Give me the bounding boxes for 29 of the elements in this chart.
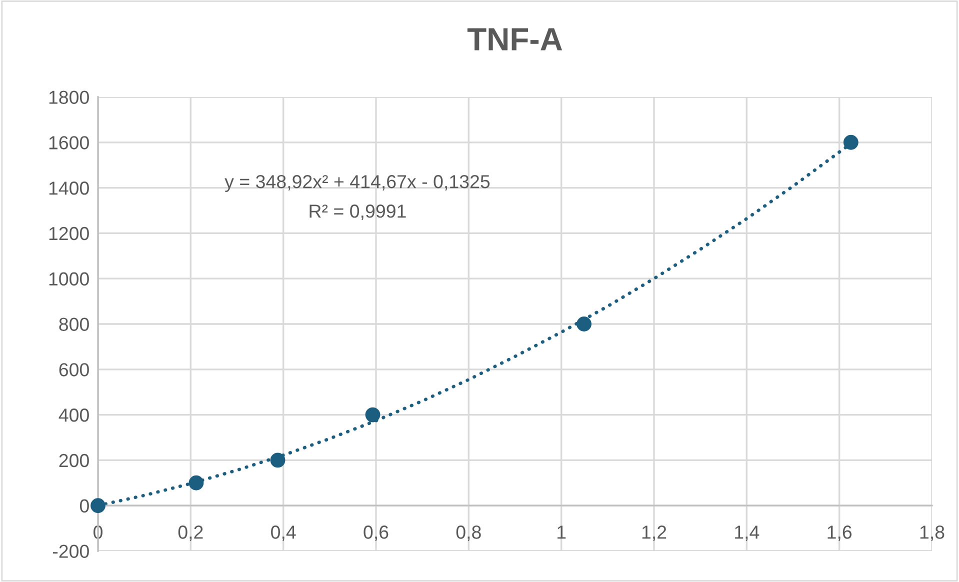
point bbox=[365, 407, 380, 422]
point bbox=[90, 498, 106, 514]
x-tick-label: 0,6 bbox=[364, 526, 388, 542]
y-tick-label: -200 bbox=[52, 544, 89, 558]
point bbox=[188, 475, 204, 490]
y-tick-label: 0 bbox=[80, 499, 89, 513]
point bbox=[576, 316, 592, 332]
x-tick-label: 0,2 bbox=[178, 526, 203, 542]
x-tick-label: 1,6 bbox=[828, 526, 852, 542]
y-tick-label: 1000 bbox=[49, 272, 89, 286]
x-tick-label: 1,4 bbox=[735, 526, 760, 542]
y-tick-label: 1600 bbox=[49, 136, 89, 150]
y-tick-label: 800 bbox=[59, 318, 89, 331]
x-tick-label: 1 bbox=[558, 526, 566, 539]
point bbox=[270, 452, 286, 468]
annotation: R² = 0,9991 bbox=[310, 204, 406, 220]
chart-title: TNF-A bbox=[467, 28, 562, 50]
x-tick-label: 0,4 bbox=[271, 526, 296, 542]
y-tick-label: 1800 bbox=[49, 90, 89, 104]
y-tick-label: 600 bbox=[59, 363, 89, 376]
y-tick-label: 1200 bbox=[49, 226, 89, 240]
y-tick-label: 1400 bbox=[49, 182, 89, 195]
x-tick-label: 1,8 bbox=[920, 526, 944, 542]
annotation: y = 348,92x² + 414,67x - 0,1325 bbox=[224, 175, 490, 192]
y-tick-label: 200 bbox=[59, 454, 89, 468]
x-tick-label: 1,2 bbox=[642, 526, 666, 542]
x-tick-label: 0,8 bbox=[456, 526, 481, 542]
y-tick-label: 400 bbox=[58, 408, 89, 422]
point bbox=[843, 134, 858, 150]
